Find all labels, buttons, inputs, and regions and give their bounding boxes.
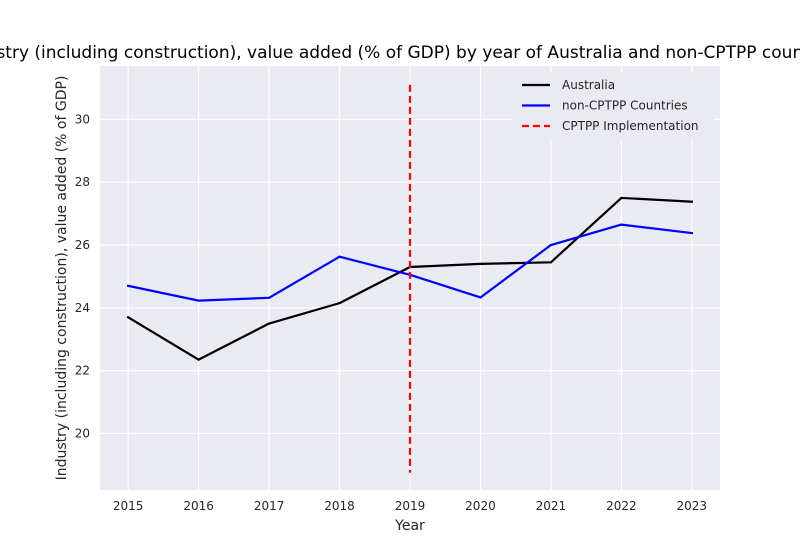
data-point-australia-2017 bbox=[267, 322, 271, 325]
x-tick-labels: 2015 2016 2017 2018 2019 2020 2021 2022 2023 bbox=[113, 499, 707, 513]
y-tick-label-26: 26 bbox=[75, 238, 90, 252]
chart-title: Industry (including construction), value… bbox=[0, 43, 800, 63]
y-tick-labels: 20 22 24 26 28 30 bbox=[75, 112, 90, 440]
x-tick-label-2021: 2021 bbox=[536, 499, 567, 513]
x-tick-label-2015: 2015 bbox=[113, 499, 144, 513]
legend-label-australia: Australia bbox=[562, 78, 615, 92]
y-axis-label: Industry (including construction), value… bbox=[54, 76, 70, 481]
x-axis-label: Year bbox=[394, 518, 425, 534]
x-tick-label-2017: 2017 bbox=[254, 499, 285, 513]
legend: Australia non-CPTPP Countries CPTPP Implem… bbox=[512, 72, 714, 140]
x-tick-label-2023: 2023 bbox=[677, 499, 708, 513]
data-point-australia-2022 bbox=[620, 196, 623, 200]
data-point-australia-2015 bbox=[127, 316, 130, 319]
data-point-non-cptpp-countries-2016 bbox=[197, 299, 200, 302]
data-point-non-cptpp-countries-2020 bbox=[479, 296, 482, 299]
x-tick-label-2020: 2020 bbox=[465, 499, 496, 513]
legend-label-non-cptpp-countries: non-CPTPP Countries bbox=[562, 99, 688, 113]
data-point-non-cptpp-countries-2017 bbox=[267, 296, 271, 299]
x-tick-label-2019: 2019 bbox=[395, 499, 426, 513]
data-point-non-cptpp-countries-2023 bbox=[690, 231, 693, 235]
y-tick-label-28: 28 bbox=[75, 175, 90, 189]
y-tick-label-20: 20 bbox=[75, 426, 90, 440]
y-tick-label-30: 30 bbox=[75, 112, 90, 126]
data-point-non-cptpp-countries-2022 bbox=[620, 223, 623, 226]
x-tick-label-2016: 2016 bbox=[183, 499, 214, 513]
data-point-non-cptpp-countries-2021 bbox=[549, 243, 553, 247]
data-point-australia-2016 bbox=[197, 358, 200, 361]
data-point-non-cptpp-countries-2015 bbox=[127, 284, 130, 287]
legend-box bbox=[512, 72, 714, 140]
x-tick-label-2022: 2022 bbox=[606, 499, 637, 513]
data-point-australia-2020 bbox=[479, 262, 482, 265]
y-tick-label-22: 22 bbox=[75, 364, 90, 378]
legend-label-cptpp-implementation: CPTPP Implementation bbox=[562, 119, 699, 133]
data-point-australia-2023 bbox=[690, 200, 693, 203]
data-point-non-cptpp-countries-2018 bbox=[338, 255, 341, 258]
data-point-australia-2018 bbox=[338, 302, 341, 305]
y-tick-label-24: 24 bbox=[75, 301, 90, 315]
x-tick-label-2018: 2018 bbox=[324, 499, 355, 513]
data-point-australia-2021 bbox=[549, 261, 553, 264]
